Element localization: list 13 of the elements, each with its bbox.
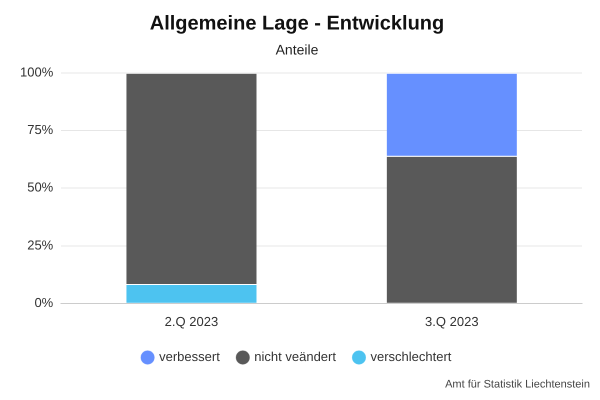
y-tick-label: 0% <box>34 294 54 310</box>
legend-label: verbessert <box>159 349 220 364</box>
x-tick-label: 2.Q 2023 <box>164 314 218 329</box>
chart-title: Allgemeine Lage - Entwicklung <box>150 12 444 35</box>
x-tick-label: 3.Q 2023 <box>425 314 479 329</box>
text: Amt für Statistik Liechtenstein <box>445 378 590 391</box>
y-tick-label: 75% <box>27 122 54 138</box>
y-tick-label: 50% <box>27 180 54 195</box>
chart-subtitle: Anteile <box>276 41 319 58</box>
legend-label: verschlechtert <box>370 349 452 364</box>
y-tick-label: 100% <box>20 64 54 80</box>
legend-label: nicht veändert <box>254 349 336 364</box>
y-tick-label: 25% <box>27 237 54 252</box>
